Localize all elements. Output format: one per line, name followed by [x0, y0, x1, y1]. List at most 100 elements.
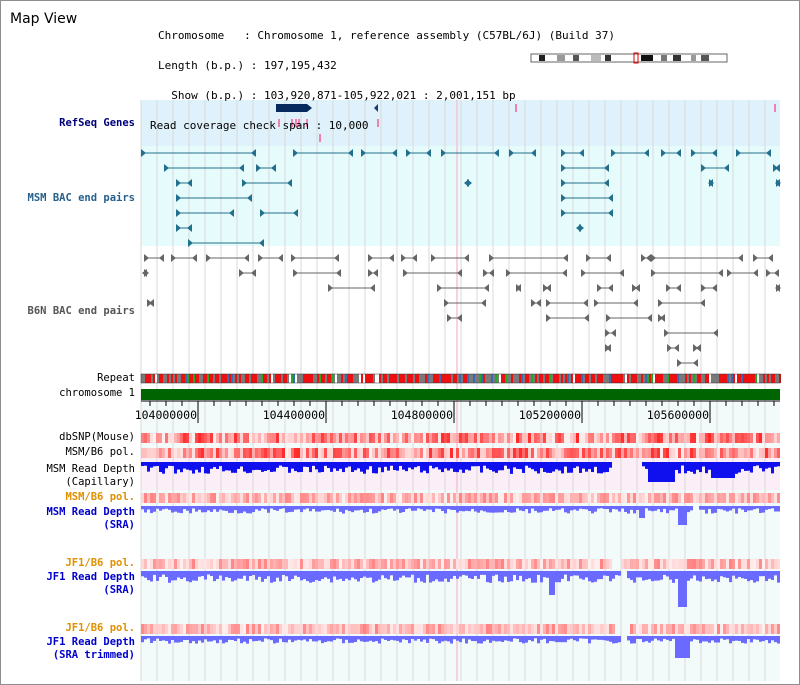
jf1-pol-heat: [651, 559, 654, 569]
track-label-b6n-bac[interactable]: B6N BAC end pairs: [27, 305, 135, 317]
track-label-msm-b6-pol-1[interactable]: MSM/B6 pol.: [65, 446, 135, 458]
repeat-segment: [305, 374, 307, 383]
jf1-trim-depth-bar: [255, 636, 258, 642]
jf1-trim-pol-heat: [531, 624, 534, 634]
jf1-trim-depth-bar: [183, 636, 186, 641]
jf1-sra-depth-bar: [486, 571, 489, 583]
jf1-pol-heat: [306, 559, 309, 569]
msm-pol-heat: [540, 448, 543, 458]
track-label-jf1-depth-trim-sub[interactable]: (SRA trimmed): [52, 649, 135, 661]
track-label-jf1-b6-pol-2[interactable]: JF1/B6 pol.: [65, 622, 135, 634]
jf1-sra-depth-bar: [765, 571, 768, 582]
track-label-msm-bac[interactable]: MSM BAC end pairs: [27, 192, 135, 204]
track-label-jf1-depth-sra-sub[interactable]: (SRA): [103, 584, 135, 596]
jf1-pol-heat: [696, 559, 699, 569]
track-label-jf1-depth-trim[interactable]: JF1 Read Depth: [46, 636, 135, 648]
track-label-dbsnp[interactable]: dbSNP(Mouse): [59, 431, 135, 443]
track-label-msm-depth-cap-sub[interactable]: (Capillary): [65, 476, 135, 488]
msm-sra-pol-heat: [402, 493, 405, 503]
repeat-segment: [703, 374, 705, 383]
track-label-msm-b6-pol-2[interactable]: MSM/B6 pol.: [65, 491, 135, 503]
msm-capillary-depth-bar: [273, 462, 276, 472]
msm-sra-depth-bar: [729, 506, 732, 511]
jf1-trim-pol-heat: [585, 624, 588, 634]
jf1-pol-heat: [321, 559, 324, 569]
msm-bac-pair-end: [708, 179, 713, 187]
jf1-trim-depth-bar: [549, 636, 552, 642]
msm-sra-pol-heat: [198, 493, 201, 503]
jf1-trim-pol-heat: [300, 624, 303, 634]
msm-pol-heat: [591, 448, 594, 458]
dbsnp-heat: [306, 433, 309, 443]
msm-capillary-depth-bar: [495, 462, 498, 473]
dbsnp-heat: [759, 433, 762, 443]
track-label-jf1-depth-sra[interactable]: JF1 Read Depth: [46, 571, 135, 583]
jf1-pol-heat: [183, 559, 186, 569]
msm-capillary-depth-bar: [765, 462, 768, 469]
jf1-trim-depth-bar: [243, 636, 246, 642]
msm-sra-depth-bar: [414, 506, 417, 511]
msm-sra-pol-heat: [444, 493, 447, 503]
msm-pol-heat: [441, 448, 444, 458]
msm-sra-pol-heat: [144, 493, 147, 503]
msm-sra-depth-bar: [261, 506, 264, 509]
jf1-trim-pol-heat: [510, 624, 513, 634]
jf1-sra-depth-bar: [609, 571, 612, 582]
track-label-repeat[interactable]: Repeat: [97, 372, 135, 384]
track-label-jf1-b6-pol-1[interactable]: JF1/B6 pol.: [65, 557, 135, 569]
repeat-segment: [469, 374, 471, 383]
repeat-segment: [251, 374, 253, 383]
msm-pol-heat: [246, 448, 249, 458]
msm-sra-pol-heat: [591, 493, 594, 503]
b6n-bac-pair-end: [651, 269, 656, 277]
dbsnp-heat: [516, 433, 519, 443]
dbsnp-heat: [735, 433, 738, 443]
jf1-pol-heat: [219, 559, 222, 569]
repeat-segment: [177, 374, 179, 383]
msm-capillary-depth-bar: [216, 462, 219, 469]
jf1-trim-depth-bar: [480, 636, 483, 644]
jf1-trim-pol-heat: [471, 624, 474, 634]
track-label-chromosome[interactable]: chromosome 1: [59, 387, 135, 399]
jf1-trim-depth-bar: [318, 636, 321, 641]
repeat-segment: [389, 374, 391, 383]
jf1-trim-depth-bar: [228, 636, 231, 640]
jf1-sra-depth-bar: [294, 571, 297, 576]
jf1-trim-depth-bar: [516, 636, 519, 639]
b6n-bac-pair-end: [713, 329, 718, 337]
msm-bac-pair-end: [176, 179, 181, 187]
msm-sra-depth-bar: [156, 506, 159, 509]
jf1-sra-depth-bar: [387, 571, 390, 580]
jf1-pol-heat: [201, 559, 204, 569]
track-label-refseq[interactable]: RefSeq Genes: [59, 117, 135, 129]
jf1-trim-depth-bar: [207, 636, 210, 642]
repeat-segment: [425, 374, 427, 383]
jf1-trim-depth-bar: [648, 636, 651, 643]
msm-sra-pol-heat: [720, 493, 723, 503]
repeat-segment: [159, 374, 161, 383]
msm-capillary-depth-bar: [771, 462, 774, 474]
track-label-msm-depth-sra[interactable]: MSM Read Depth: [46, 506, 135, 518]
msm-sra-depth-bar: [768, 506, 771, 510]
dbsnp-heat: [708, 433, 711, 443]
repeat-segment: [485, 374, 487, 383]
track-label-msm-depth-cap[interactable]: MSM Read Depth: [46, 463, 135, 475]
dbsnp-heat: [387, 433, 390, 443]
msm-capillary-depth-bar: [558, 462, 561, 471]
jf1-trim-depth-bar: [567, 636, 570, 640]
jf1-pol-heat: [462, 559, 465, 569]
msm-pol-heat: [294, 448, 297, 458]
msm-pol-heat: [615, 448, 618, 458]
msm-capillary-depth-bar: [333, 462, 336, 469]
msm-capillary-depth-bar: [591, 462, 594, 473]
msm-capillary-depth-bar: [666, 462, 669, 482]
repeat-segment: [413, 374, 415, 383]
b6n-bac-pair-end: [583, 299, 588, 307]
repeat-segment: [299, 374, 301, 383]
msm-sra-depth-bar: [546, 506, 549, 511]
jf1-trim-depth-bar: [558, 636, 561, 643]
track-label-msm-depth-sra-sub[interactable]: (SRA): [103, 519, 135, 531]
jf1-pol-heat: [756, 559, 759, 569]
jf1-sra-depth-bar: [750, 571, 753, 581]
